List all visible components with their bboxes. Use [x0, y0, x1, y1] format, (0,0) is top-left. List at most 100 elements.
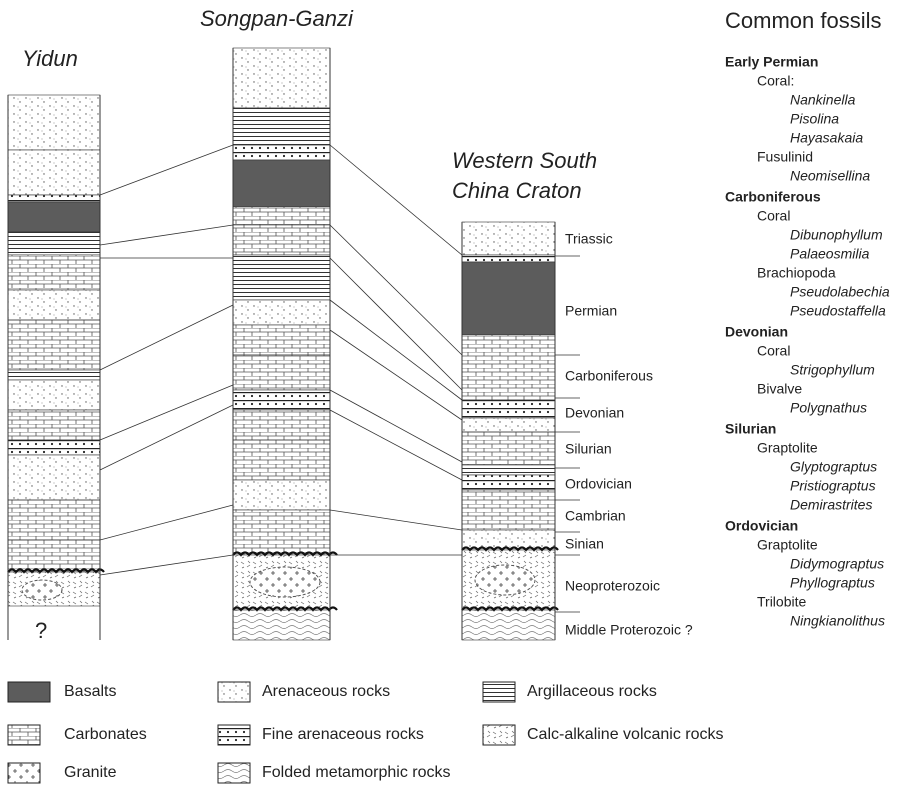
legend-label: Carbonates: [64, 726, 147, 743]
rock-layer: [232, 299, 331, 326]
fossil-group: Bivalve: [757, 381, 802, 397]
granite-body: [474, 564, 536, 596]
rock-layer: [461, 334, 556, 401]
rock-layer: [7, 319, 101, 371]
rock-layer: [232, 159, 331, 208]
rock-layer: [7, 194, 101, 203]
legend-swatch: [7, 681, 51, 703]
legend-label: Arenaceous rocks: [262, 683, 390, 700]
stage-label: Carboniferous: [565, 368, 653, 384]
rock-layer: [232, 144, 331, 161]
rock-layer: [232, 324, 331, 356]
fossil-taxon: Phyllograptus: [790, 575, 875, 591]
rock-layer: [7, 539, 101, 573]
fossil-taxon: Ningkianolithus: [790, 613, 885, 629]
rock-layer: [232, 224, 331, 256]
fossil-period: Silurian: [725, 421, 776, 437]
column-title: China Craton: [452, 178, 582, 203]
unconformity: [7, 568, 105, 574]
legend-label: Folded metamorphic rocks: [262, 764, 451, 781]
stage-label: Neoproterozoic: [565, 578, 660, 594]
rock-layer: [461, 254, 556, 263]
rock-layer: [7, 94, 101, 151]
fossil-group: Trilobite: [757, 594, 806, 610]
rock-layer: [232, 254, 331, 301]
legend-swatch: [7, 762, 41, 784]
rock-layer: [461, 489, 556, 531]
granite-body: [249, 566, 321, 598]
column-title: Yidun: [22, 46, 78, 71]
rock-layer: [232, 409, 331, 441]
stage-label: Cambrian: [565, 508, 626, 524]
rock-layer: [461, 261, 556, 336]
rock-layer: [7, 369, 101, 381]
fossil-period: Devonian: [725, 324, 788, 340]
rock-layer: [7, 499, 101, 541]
legend-label: Granite: [64, 764, 117, 781]
fossil-taxon: Pisolina: [790, 111, 839, 127]
column-title: Songpan-Ganzi: [200, 6, 354, 31]
correlation-line: [329, 144, 463, 256]
correlation-line: [329, 329, 463, 421]
rock-layer: [7, 409, 101, 441]
rock-layer: [7, 379, 101, 411]
fossil-taxon: Neomisellina: [790, 168, 870, 184]
fossils-title: Common fossils: [725, 8, 881, 33]
correlation-line: [329, 389, 463, 463]
stage-label: Silurian: [565, 441, 612, 457]
rock-layer: [461, 464, 556, 476]
stage-label: Ordovician: [565, 476, 632, 492]
rock-layer: [461, 431, 556, 466]
fossil-group: Brachiopoda: [757, 265, 836, 281]
fossil-period: Ordovician: [725, 518, 798, 534]
legend-swatch: [482, 681, 516, 703]
correlation-line: [99, 404, 234, 471]
stage-label: Triassic: [565, 231, 613, 247]
rock-layer: [232, 389, 331, 411]
fossil-taxon: Glyptograptus: [790, 459, 877, 475]
rock-layer: [461, 609, 556, 641]
fossil-group: Fusulinid: [757, 149, 813, 165]
rock-layer: [232, 354, 331, 391]
rock-layer: [461, 399, 556, 419]
rock-layer: [7, 454, 101, 501]
column-title: Western South: [452, 148, 597, 173]
granite-body: [21, 579, 63, 601]
rock-layer: [461, 474, 556, 491]
correlation-line: [329, 257, 463, 391]
correlation-line: [99, 384, 234, 441]
legend-label: Fine arenaceous rocks: [262, 726, 424, 743]
fossil-group: Coral: [757, 208, 790, 224]
rock-layer: [232, 609, 331, 641]
fossil-taxon: Nankinella: [790, 92, 856, 108]
legend-label: Basalts: [64, 683, 116, 700]
rock-layer: [232, 439, 331, 481]
columns: [7, 47, 580, 641]
fossil-group: Coral:: [757, 73, 794, 89]
correlation-line: [329, 299, 463, 401]
correlation-line: [99, 304, 234, 371]
stage-label: Permian: [565, 303, 617, 319]
fossil-taxon: Strigophyllum: [790, 362, 875, 378]
rock-layer: [461, 417, 556, 433]
correlation-line: [99, 554, 234, 576]
rock-layer: [7, 439, 101, 456]
fossil-group: Coral: [757, 343, 790, 359]
legend-swatch: [217, 681, 251, 703]
correlation-line: [329, 509, 463, 531]
fossil-group: Graptolite: [757, 537, 818, 553]
rock-layer: [7, 254, 101, 291]
fossil-group: Graptolite: [757, 440, 818, 456]
rock-layer: [7, 149, 101, 196]
unconformity: [461, 546, 559, 552]
rock-layer: [232, 107, 331, 146]
fossil-taxon: Pseudolabechia: [790, 284, 890, 300]
rock-layer: [232, 479, 331, 511]
legend-label: Calc-alkaline volcanic rocks: [527, 726, 724, 743]
correlation-line: [99, 144, 234, 196]
rock-layer: [7, 231, 101, 256]
rock-layer: [7, 201, 101, 233]
stage-label: Devonian: [565, 405, 624, 421]
unconformity: [232, 606, 338, 612]
